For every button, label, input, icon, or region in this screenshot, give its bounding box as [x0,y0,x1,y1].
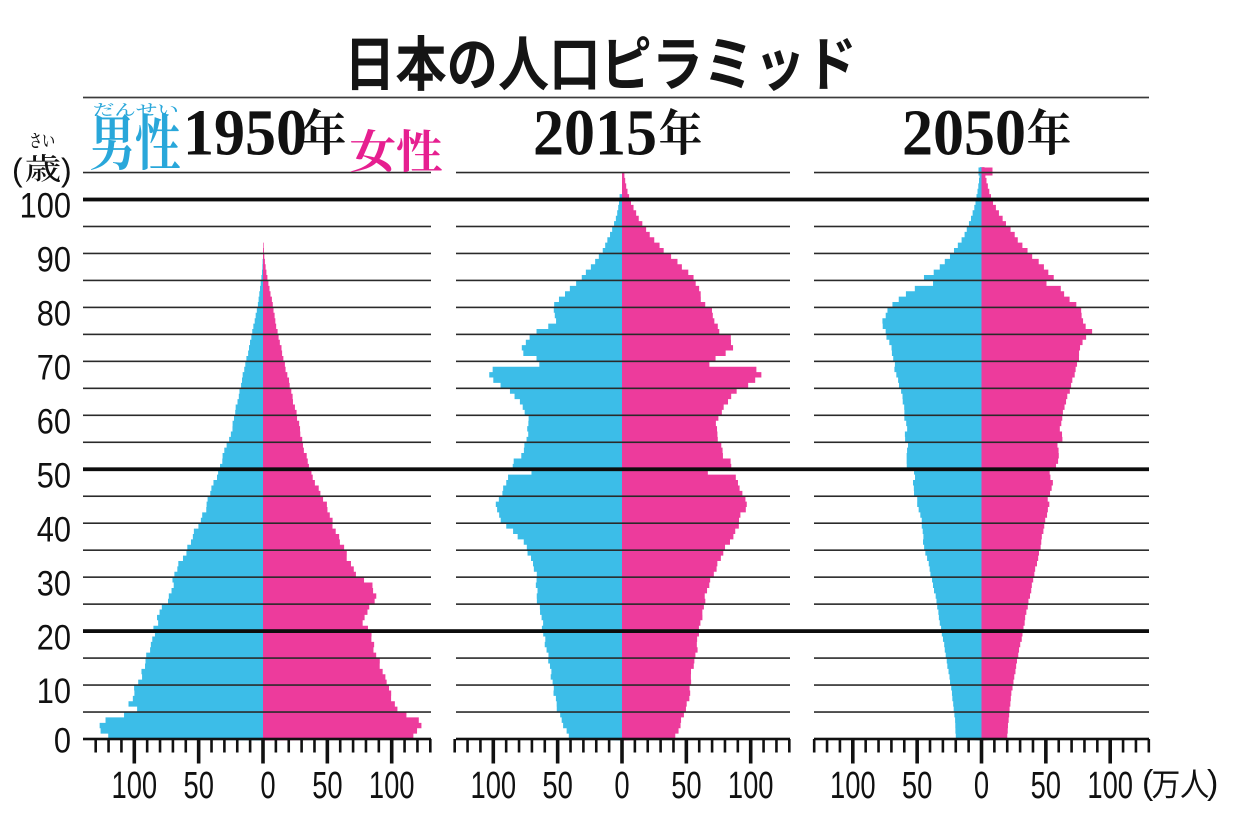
svg-text:0: 0 [54,721,71,760]
svg-text:0: 0 [614,765,629,807]
svg-text:50: 50 [37,456,71,495]
svg-text:50: 50 [1031,765,1061,807]
svg-text:100: 100 [1087,765,1133,807]
svg-text:50: 50 [671,765,701,807]
svg-text:70: 70 [37,348,71,387]
svg-text:2050: 2050 [902,96,1026,169]
svg-text:(: ( [1142,764,1154,802]
svg-text:100: 100 [728,765,774,807]
svg-text:100: 100 [111,765,157,807]
svg-text:2015: 2015 [533,96,657,169]
svg-text:): ) [1207,764,1218,802]
svg-text:0: 0 [260,765,275,807]
svg-text:50: 50 [902,765,932,807]
svg-text:60: 60 [37,402,71,441]
svg-text:100: 100 [369,765,415,807]
svg-text:50: 50 [312,765,342,807]
svg-text:10: 10 [37,671,71,710]
svg-text:100: 100 [830,765,876,807]
svg-text:): ) [61,152,72,188]
svg-text:100: 100 [470,765,516,807]
svg-text:50: 50 [183,765,213,807]
svg-text:1950: 1950 [183,96,307,169]
svg-text:50: 50 [542,765,572,807]
svg-text:20: 20 [37,617,71,656]
svg-text:100: 100 [20,186,71,225]
svg-text:40: 40 [37,510,71,549]
svg-text:0: 0 [974,765,989,807]
svg-text:90: 90 [37,240,71,279]
svg-text:(: ( [12,152,23,188]
svg-text:30: 30 [37,564,71,603]
svg-text:80: 80 [37,294,71,333]
